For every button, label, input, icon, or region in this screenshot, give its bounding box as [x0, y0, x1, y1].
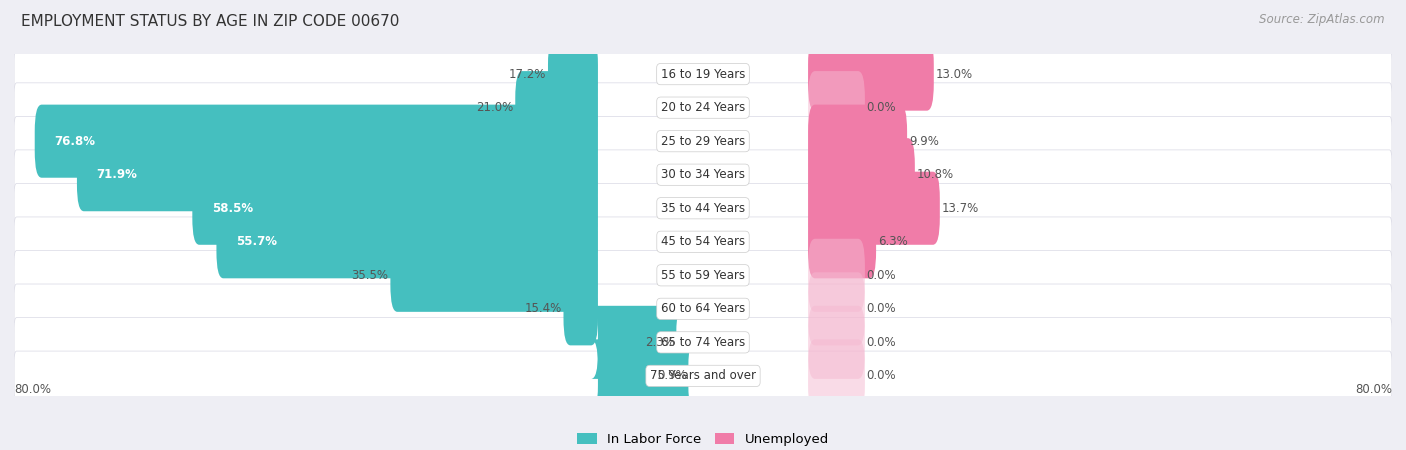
FancyBboxPatch shape: [14, 217, 1392, 266]
FancyBboxPatch shape: [808, 37, 934, 111]
Text: 80.0%: 80.0%: [1355, 383, 1392, 396]
FancyBboxPatch shape: [808, 272, 865, 345]
Text: 0.0%: 0.0%: [866, 101, 896, 114]
FancyBboxPatch shape: [14, 150, 1392, 199]
FancyBboxPatch shape: [808, 172, 939, 245]
Text: EMPLOYMENT STATUS BY AGE IN ZIP CODE 00670: EMPLOYMENT STATUS BY AGE IN ZIP CODE 006…: [21, 14, 399, 28]
FancyBboxPatch shape: [808, 105, 907, 178]
Text: 0.0%: 0.0%: [866, 336, 896, 349]
Text: 65 to 74 Years: 65 to 74 Years: [661, 336, 745, 349]
Text: 17.2%: 17.2%: [509, 68, 547, 81]
FancyBboxPatch shape: [14, 184, 1392, 233]
FancyBboxPatch shape: [808, 306, 865, 379]
FancyBboxPatch shape: [14, 318, 1392, 367]
FancyBboxPatch shape: [548, 37, 598, 111]
FancyBboxPatch shape: [14, 351, 1392, 400]
Text: 71.9%: 71.9%: [97, 168, 138, 181]
Text: 35.5%: 35.5%: [352, 269, 388, 282]
Text: 16 to 19 Years: 16 to 19 Years: [661, 68, 745, 81]
Legend: In Labor Force, Unemployed: In Labor Force, Unemployed: [571, 428, 835, 450]
FancyBboxPatch shape: [591, 339, 695, 413]
FancyBboxPatch shape: [515, 71, 598, 144]
Text: 45 to 54 Years: 45 to 54 Years: [661, 235, 745, 248]
FancyBboxPatch shape: [14, 50, 1392, 99]
FancyBboxPatch shape: [808, 205, 876, 278]
Text: 60 to 64 Years: 60 to 64 Years: [661, 302, 745, 315]
Text: 30 to 34 Years: 30 to 34 Years: [661, 168, 745, 181]
FancyBboxPatch shape: [14, 284, 1392, 333]
Text: 0.0%: 0.0%: [866, 302, 896, 315]
Text: Source: ZipAtlas.com: Source: ZipAtlas.com: [1260, 14, 1385, 27]
FancyBboxPatch shape: [35, 105, 598, 178]
Text: 13.7%: 13.7%: [942, 202, 979, 215]
Text: 13.0%: 13.0%: [935, 68, 973, 81]
Text: 0.0%: 0.0%: [866, 369, 896, 382]
Text: 55.7%: 55.7%: [236, 235, 277, 248]
Text: 25 to 29 Years: 25 to 29 Years: [661, 135, 745, 148]
Text: 80.0%: 80.0%: [14, 383, 51, 396]
Text: 6.3%: 6.3%: [877, 235, 907, 248]
FancyBboxPatch shape: [808, 339, 865, 413]
FancyBboxPatch shape: [193, 172, 598, 245]
Text: 35 to 44 Years: 35 to 44 Years: [661, 202, 745, 215]
Text: 20 to 24 Years: 20 to 24 Years: [661, 101, 745, 114]
FancyBboxPatch shape: [808, 71, 865, 144]
Text: 0.0%: 0.0%: [866, 269, 896, 282]
Text: 10.8%: 10.8%: [917, 168, 953, 181]
Text: 75 Years and over: 75 Years and over: [650, 369, 756, 382]
Text: 76.8%: 76.8%: [55, 135, 96, 148]
Text: 9.9%: 9.9%: [908, 135, 939, 148]
FancyBboxPatch shape: [808, 239, 865, 312]
FancyBboxPatch shape: [591, 306, 683, 379]
FancyBboxPatch shape: [217, 205, 598, 278]
FancyBboxPatch shape: [14, 251, 1392, 300]
FancyBboxPatch shape: [808, 138, 915, 211]
Text: 21.0%: 21.0%: [477, 101, 513, 114]
Text: 2.3%: 2.3%: [645, 336, 675, 349]
FancyBboxPatch shape: [77, 138, 598, 211]
Text: 15.4%: 15.4%: [524, 302, 562, 315]
Text: 55 to 59 Years: 55 to 59 Years: [661, 269, 745, 282]
FancyBboxPatch shape: [14, 83, 1392, 132]
FancyBboxPatch shape: [564, 272, 598, 345]
FancyBboxPatch shape: [14, 117, 1392, 166]
Text: 0.9%: 0.9%: [657, 369, 686, 382]
Text: 58.5%: 58.5%: [212, 202, 253, 215]
FancyBboxPatch shape: [391, 239, 598, 312]
